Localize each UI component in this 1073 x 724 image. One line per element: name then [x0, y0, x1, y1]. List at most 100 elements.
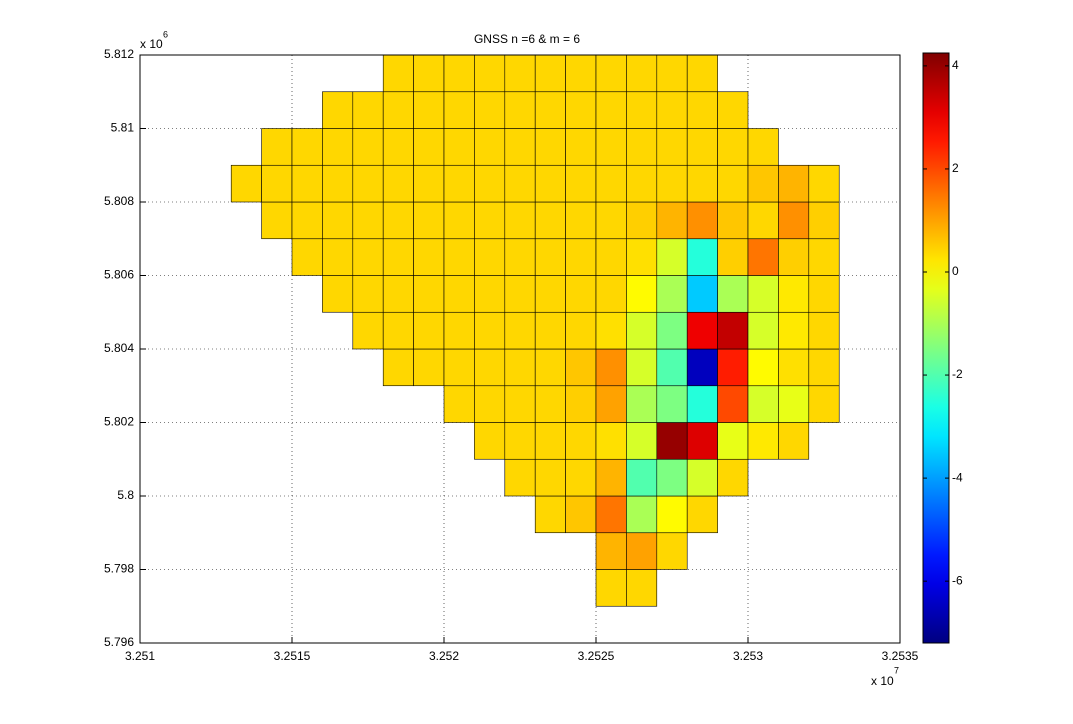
cell [717, 385, 749, 423]
cell [565, 91, 597, 129]
cell [626, 422, 658, 460]
cell [747, 422, 779, 460]
cell [595, 201, 627, 240]
cell [595, 238, 627, 276]
cell [291, 201, 323, 240]
cell [808, 238, 840, 276]
cell [778, 385, 810, 423]
cell [534, 311, 566, 350]
cell [565, 458, 597, 497]
cell [778, 201, 810, 240]
cell [717, 348, 749, 387]
cell [474, 238, 506, 276]
cell [656, 275, 688, 313]
cell [565, 311, 597, 350]
cell [261, 128, 293, 166]
cell [413, 275, 445, 313]
cell [595, 128, 627, 166]
cell [474, 422, 506, 460]
cell [443, 91, 475, 129]
cell [474, 275, 506, 313]
cell [686, 311, 718, 350]
cell [382, 91, 414, 129]
cell [747, 275, 779, 313]
cell [717, 164, 749, 203]
cell [504, 422, 536, 460]
y-tick-label: 5.81 [111, 121, 135, 135]
y-tick-label: 5.798 [104, 562, 134, 576]
cell [413, 91, 445, 129]
x-tick-label: 3.2535 [882, 649, 919, 663]
cell [504, 201, 536, 240]
cell [382, 54, 414, 93]
cell [686, 422, 718, 460]
cell [443, 275, 475, 313]
cell [778, 164, 810, 203]
cell [322, 201, 354, 240]
cell [686, 458, 718, 497]
y-tick-label: 5.812 [104, 47, 134, 61]
cell [565, 128, 597, 166]
cell [626, 275, 658, 313]
cell [352, 201, 384, 240]
cell [626, 128, 658, 166]
cell [504, 128, 536, 166]
cell [534, 91, 566, 129]
cell [443, 238, 475, 276]
cell [474, 54, 506, 93]
cell [747, 201, 779, 240]
x-multiplier: x 10 [871, 674, 894, 688]
cell [747, 164, 779, 203]
cell [504, 54, 536, 93]
cell [686, 91, 718, 129]
cell [656, 54, 688, 93]
x-tick-label: 3.251 [125, 649, 155, 663]
cell [565, 348, 597, 387]
cell [534, 348, 566, 387]
cell [382, 275, 414, 313]
cell [808, 164, 840, 203]
cell [626, 569, 658, 607]
cell [322, 91, 354, 129]
cell [352, 311, 384, 350]
cell [656, 458, 688, 497]
cell [474, 164, 506, 203]
cell [261, 164, 293, 203]
cell [413, 201, 445, 240]
cell [595, 54, 627, 93]
cell [291, 238, 323, 276]
cell [352, 164, 384, 203]
y-tick-label: 5.8 [117, 488, 134, 502]
cell [717, 91, 749, 129]
cell [474, 128, 506, 166]
y-tick-label: 5.804 [104, 341, 134, 355]
y-tick-label: 5.802 [104, 415, 134, 429]
cell [747, 385, 779, 423]
cell [382, 311, 414, 350]
cell [565, 422, 597, 460]
cell [565, 495, 597, 534]
cell [534, 128, 566, 166]
cell [626, 385, 658, 423]
cell [686, 164, 718, 203]
cell [504, 275, 536, 313]
cell [626, 54, 658, 93]
x-tick-label: 3.2515 [274, 649, 311, 663]
cell [474, 201, 506, 240]
cell [626, 201, 658, 240]
cell [291, 128, 323, 166]
cell [322, 128, 354, 166]
cell [230, 164, 262, 203]
x-tick-label: 3.253 [733, 649, 763, 663]
cell [565, 164, 597, 203]
cell [352, 275, 384, 313]
cell [352, 238, 384, 276]
colorbar-tick-label: 4 [952, 58, 959, 72]
cell [474, 311, 506, 350]
y-multiplier: x 10 [140, 37, 163, 51]
cell [595, 385, 627, 423]
cell [413, 238, 445, 276]
cell [656, 238, 688, 276]
cell [534, 54, 566, 93]
